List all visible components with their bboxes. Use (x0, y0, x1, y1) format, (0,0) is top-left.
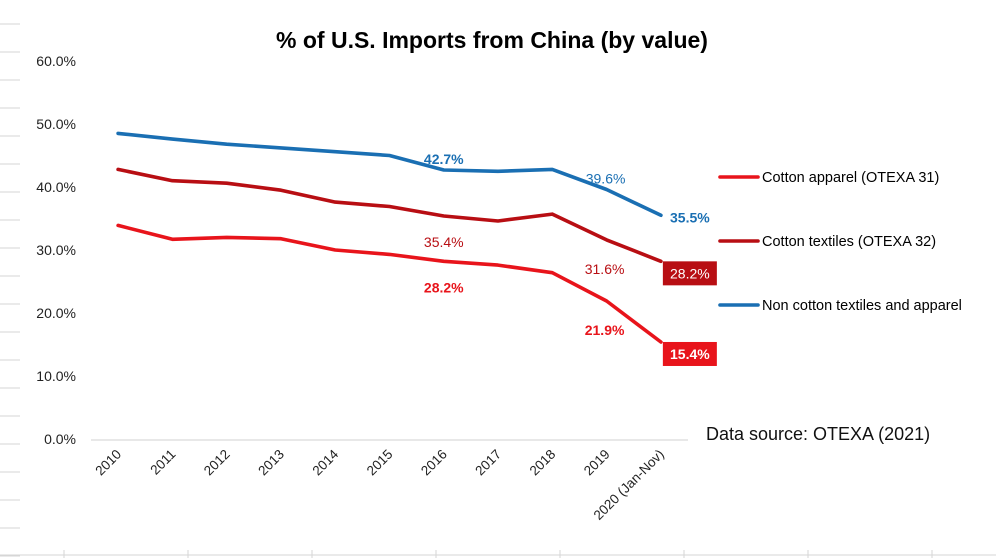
legend-item: Non cotton textiles and apparel (718, 298, 962, 314)
data-label-box (662, 261, 717, 286)
x-tick-label: 2019 (581, 447, 613, 479)
x-tick-label: 2013 (255, 447, 287, 479)
series-line-3 (116, 131, 663, 218)
series-lines (116, 131, 663, 344)
chart-title: % of U.S. Imports from China (by value) (276, 27, 708, 53)
y-tick-label: 0.0% (44, 431, 76, 447)
data-label: 21.9% (585, 322, 625, 338)
data-label: 35.5% (670, 209, 710, 225)
legend-item: Cotton textiles (OTEXA 32) (718, 234, 936, 250)
y-tick-label: 50.0% (36, 116, 76, 132)
x-tick-label: 2018 (527, 447, 559, 479)
data-label: 15.4% (670, 346, 710, 362)
data-label: 28.2% (424, 279, 464, 295)
y-tick-label: 20.0% (36, 305, 76, 321)
legend-label: Non cotton textiles and apparel (762, 298, 962, 314)
legend: Cotton apparel (OTEXA 31) Cotton textiles… (718, 170, 962, 314)
y-tick-label: 30.0% (36, 242, 76, 258)
data-source-annotation: Data source: OTEXA (2021) (706, 424, 930, 444)
series-line-2 (116, 167, 663, 264)
data-label-box (662, 341, 717, 366)
x-tick-label: 2016 (418, 447, 450, 479)
x-tick-label: 2010 (92, 447, 124, 479)
data-label: 28.2% (670, 265, 710, 281)
data-label: 39.6% (586, 171, 626, 187)
x-tick-label: 2015 (364, 447, 396, 479)
y-tick-label: 40.0% (36, 179, 76, 195)
legend-label: Cotton apparel (OTEXA 31) (762, 170, 939, 186)
x-axis: 2010 2011 2012 2013 2014 2015 2016 2017 2018 2019… (92, 446, 667, 523)
x-tick-label: 2017 (472, 447, 504, 479)
data-labels: 28.2% 21.9% 15.4% 35.4% 31.6% 28.2% 42.7% 39.6%… (424, 151, 717, 366)
legend-item: Cotton apparel (OTEXA 31) (718, 170, 939, 186)
y-axis: 0.0% 10.0% 20.0% 30.0% 40.0% 50.0% 60.0% (36, 53, 76, 447)
legend-label: Cotton textiles (OTEXA 32) (762, 234, 936, 250)
data-label: 35.4% (424, 234, 464, 250)
data-label: 42.7% (424, 151, 464, 167)
series-line-1 (116, 223, 663, 344)
data-label: 31.6% (585, 261, 625, 277)
x-tick-label: 2014 (309, 446, 341, 478)
spreadsheet-gridlines (0, 23, 996, 558)
y-tick-label: 60.0% (36, 53, 76, 69)
y-tick-label: 10.0% (36, 368, 76, 384)
x-tick-label: 2012 (201, 447, 233, 479)
x-tick-label: 2011 (147, 447, 178, 478)
